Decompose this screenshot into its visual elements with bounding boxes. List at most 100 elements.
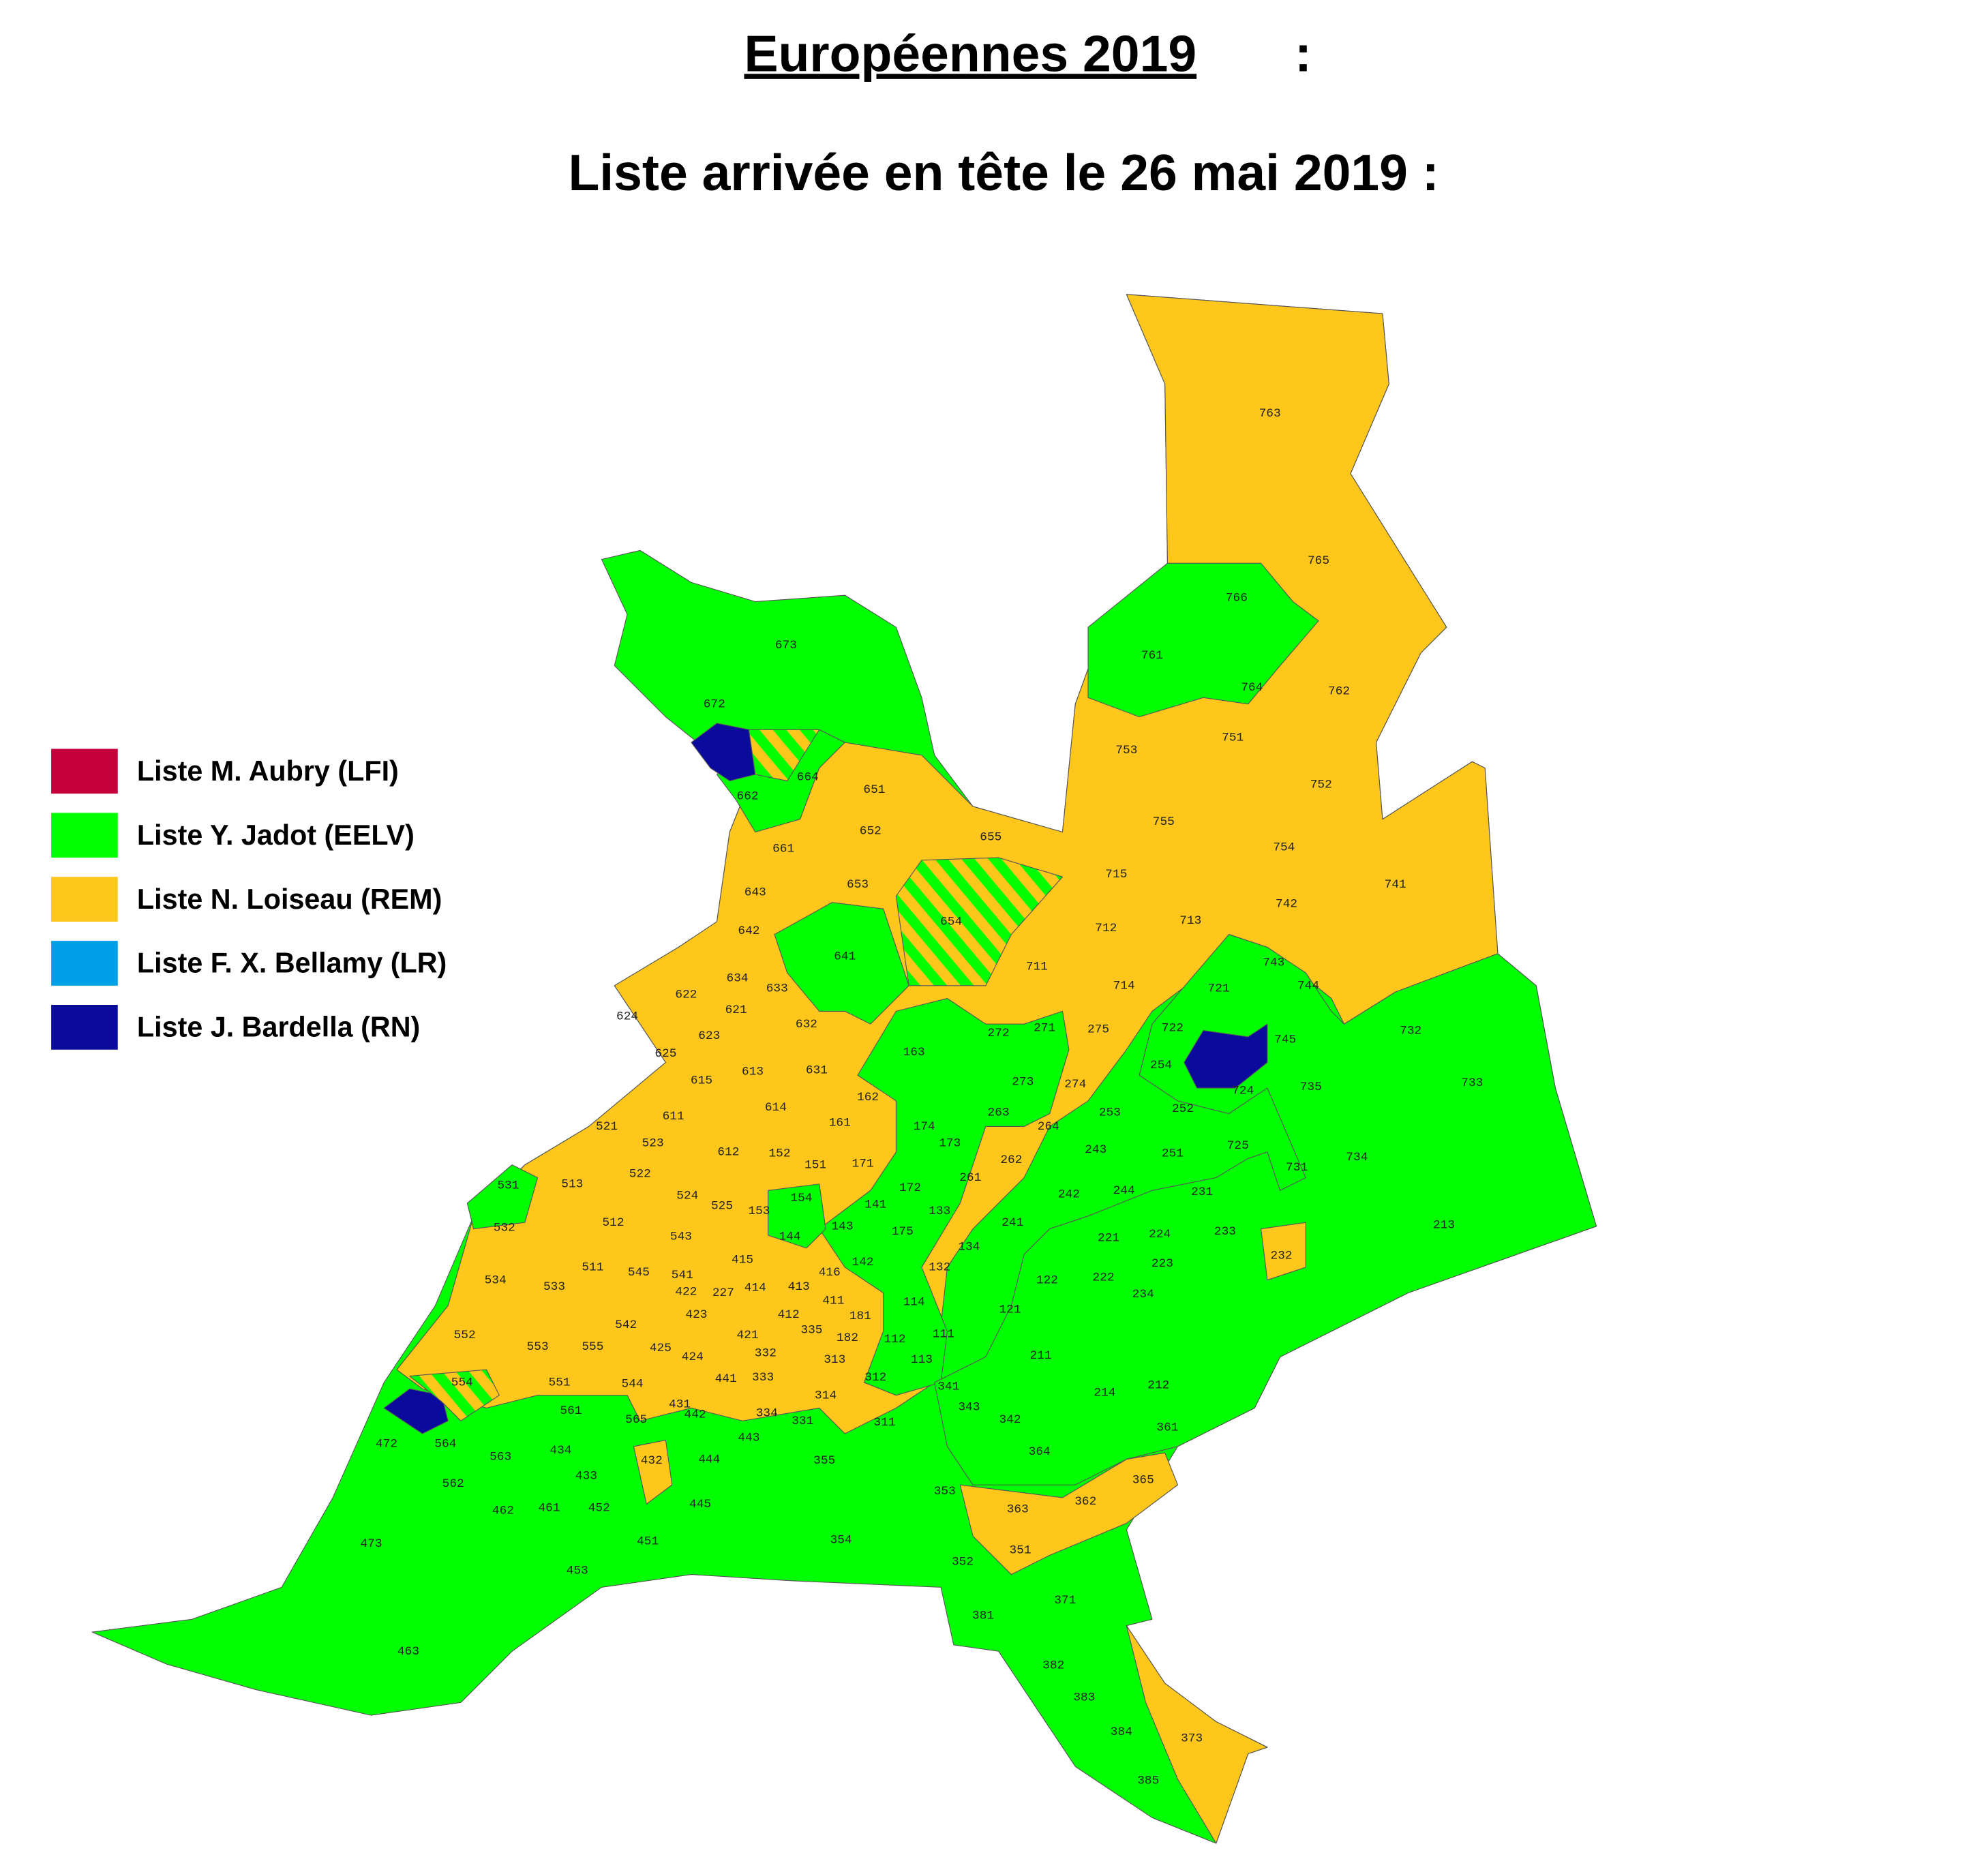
precinct-label: 275 xyxy=(1087,1023,1109,1036)
precinct-label: 613 xyxy=(742,1065,764,1078)
precinct-label: 643 xyxy=(744,886,766,899)
precinct-label: 445 xyxy=(689,1498,711,1511)
precinct-label: 553 xyxy=(527,1340,549,1354)
tied-area xyxy=(895,857,1064,986)
precinct-label: 381 xyxy=(972,1609,994,1622)
precinct-label: 633 xyxy=(766,982,788,995)
precinct-label: 543 xyxy=(670,1231,692,1244)
eelv-area xyxy=(466,1164,539,1230)
precinct-label: 433 xyxy=(575,1470,597,1483)
precinct-label: 552 xyxy=(454,1329,476,1342)
precinct-label: 653 xyxy=(847,878,869,892)
precinct-label: 631 xyxy=(806,1063,828,1077)
precinct-label: 461 xyxy=(538,1502,560,1515)
precinct-label: 335 xyxy=(800,1324,822,1338)
precinct-label: 243 xyxy=(1085,1143,1106,1157)
precinct-label: 385 xyxy=(1137,1775,1159,1788)
precinct-label: 762 xyxy=(1328,685,1350,699)
precinct-label: 632 xyxy=(796,1018,817,1031)
legend-swatch xyxy=(51,1004,118,1050)
precinct-label: 614 xyxy=(765,1101,787,1115)
precinct-label: 525 xyxy=(711,1199,733,1213)
precinct-label: 412 xyxy=(778,1308,800,1322)
precinct-label: 755 xyxy=(1153,815,1175,829)
precinct-label: 734 xyxy=(1346,1151,1368,1164)
legend-label: Liste N. Loiseau (REM) xyxy=(137,884,442,915)
precinct-label: 163 xyxy=(903,1046,925,1059)
legend-label: Liste F. X. Bellamy (LR) xyxy=(137,948,447,979)
precinct-label: 611 xyxy=(663,1110,684,1123)
precinct-label: 551 xyxy=(549,1376,571,1390)
precinct-label: 423 xyxy=(685,1308,707,1322)
precinct-label: 432 xyxy=(641,1454,663,1468)
precinct-label: 443 xyxy=(738,1431,759,1445)
map: Européennes 2019 : Liste arrivée en tête… xyxy=(51,25,1597,1844)
precinct-label: 472 xyxy=(376,1438,397,1451)
precinct-label: 765 xyxy=(1308,554,1329,568)
eelv-area xyxy=(819,998,1070,1396)
legend-swatch xyxy=(51,813,118,858)
precinct-label: 212 xyxy=(1147,1378,1169,1392)
rem-area xyxy=(633,1439,673,1505)
legend-label: Liste M. Aubry (LFI) xyxy=(137,755,399,787)
precinct-label: 625 xyxy=(654,1047,676,1061)
precinct-label: 721 xyxy=(1208,982,1230,995)
precinct-label: 274 xyxy=(1064,1078,1086,1091)
precinct-label: 766 xyxy=(1226,592,1248,605)
precinct-label: 172 xyxy=(899,1181,921,1195)
precinct-label: 383 xyxy=(1073,1691,1095,1705)
precinct-label: 144 xyxy=(779,1231,800,1244)
precinct-label: 152 xyxy=(768,1147,790,1161)
precinct-label: 634 xyxy=(727,971,749,985)
map-areas xyxy=(91,294,1597,1844)
precinct-label: 713 xyxy=(1179,914,1201,928)
precinct-label: 424 xyxy=(682,1350,704,1364)
precinct-label: 453 xyxy=(567,1565,588,1578)
precinct-label: 561 xyxy=(560,1404,582,1418)
precinct-label: 224 xyxy=(1149,1228,1171,1241)
precinct-label: 162 xyxy=(857,1091,879,1104)
precinct-label: 564 xyxy=(434,1438,456,1451)
precinct-label: 511 xyxy=(582,1261,603,1275)
precinct-label: 523 xyxy=(642,1136,664,1150)
precinct-label: 463 xyxy=(397,1645,419,1659)
precinct-label: 754 xyxy=(1273,841,1295,855)
precinct-label: 612 xyxy=(717,1146,739,1160)
precinct-label: 213 xyxy=(1433,1219,1455,1233)
precinct-label: 763 xyxy=(1259,407,1281,421)
rem-area xyxy=(959,1452,1179,1575)
precinct-label: 731 xyxy=(1286,1161,1308,1175)
legend-label: Liste J. Bardella (RN) xyxy=(137,1012,420,1043)
precinct-label: 733 xyxy=(1461,1076,1483,1090)
precinct-label: 545 xyxy=(628,1266,650,1280)
precinct-label: 371 xyxy=(1054,1594,1076,1607)
precinct-label: 262 xyxy=(1000,1153,1022,1167)
precinct-label: 251 xyxy=(1162,1147,1184,1161)
precinct-label: 242 xyxy=(1058,1188,1080,1202)
precinct-label: 211 xyxy=(1030,1349,1052,1363)
precinct-label: 343 xyxy=(958,1400,980,1414)
precinct-label: 673 xyxy=(775,639,797,652)
precinct-label: 524 xyxy=(676,1189,698,1203)
precinct-label: 151 xyxy=(804,1158,826,1172)
precinct-label: 654 xyxy=(940,916,962,929)
precinct-label: 132 xyxy=(929,1261,950,1275)
precinct-label: 712 xyxy=(1095,922,1117,935)
precinct-label: 354 xyxy=(830,1534,852,1548)
precinct-label: 452 xyxy=(588,1502,610,1515)
precinct-label: 542 xyxy=(615,1318,637,1332)
title-suffix: : xyxy=(1295,25,1312,82)
precinct-label: 363 xyxy=(1007,1503,1029,1517)
precinct-label: 365 xyxy=(1132,1473,1154,1487)
precinct-label: 422 xyxy=(675,1285,697,1299)
subtitle: Liste arrivée en tête le 26 mai 2019 : xyxy=(568,144,1439,201)
precinct-label: 331 xyxy=(792,1415,813,1428)
legend: Liste M. Aubry (LFI) Liste Y. Jadot (EELV… xyxy=(51,749,447,1050)
precinct-label: 714 xyxy=(1113,980,1135,993)
legend-swatch xyxy=(51,877,118,922)
precinct-label: 133 xyxy=(929,1205,950,1218)
precinct-label: 531 xyxy=(497,1179,519,1192)
precinct-label: 122 xyxy=(1036,1273,1058,1287)
